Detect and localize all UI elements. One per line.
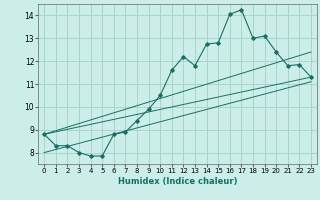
X-axis label: Humidex (Indice chaleur): Humidex (Indice chaleur) <box>118 177 237 186</box>
